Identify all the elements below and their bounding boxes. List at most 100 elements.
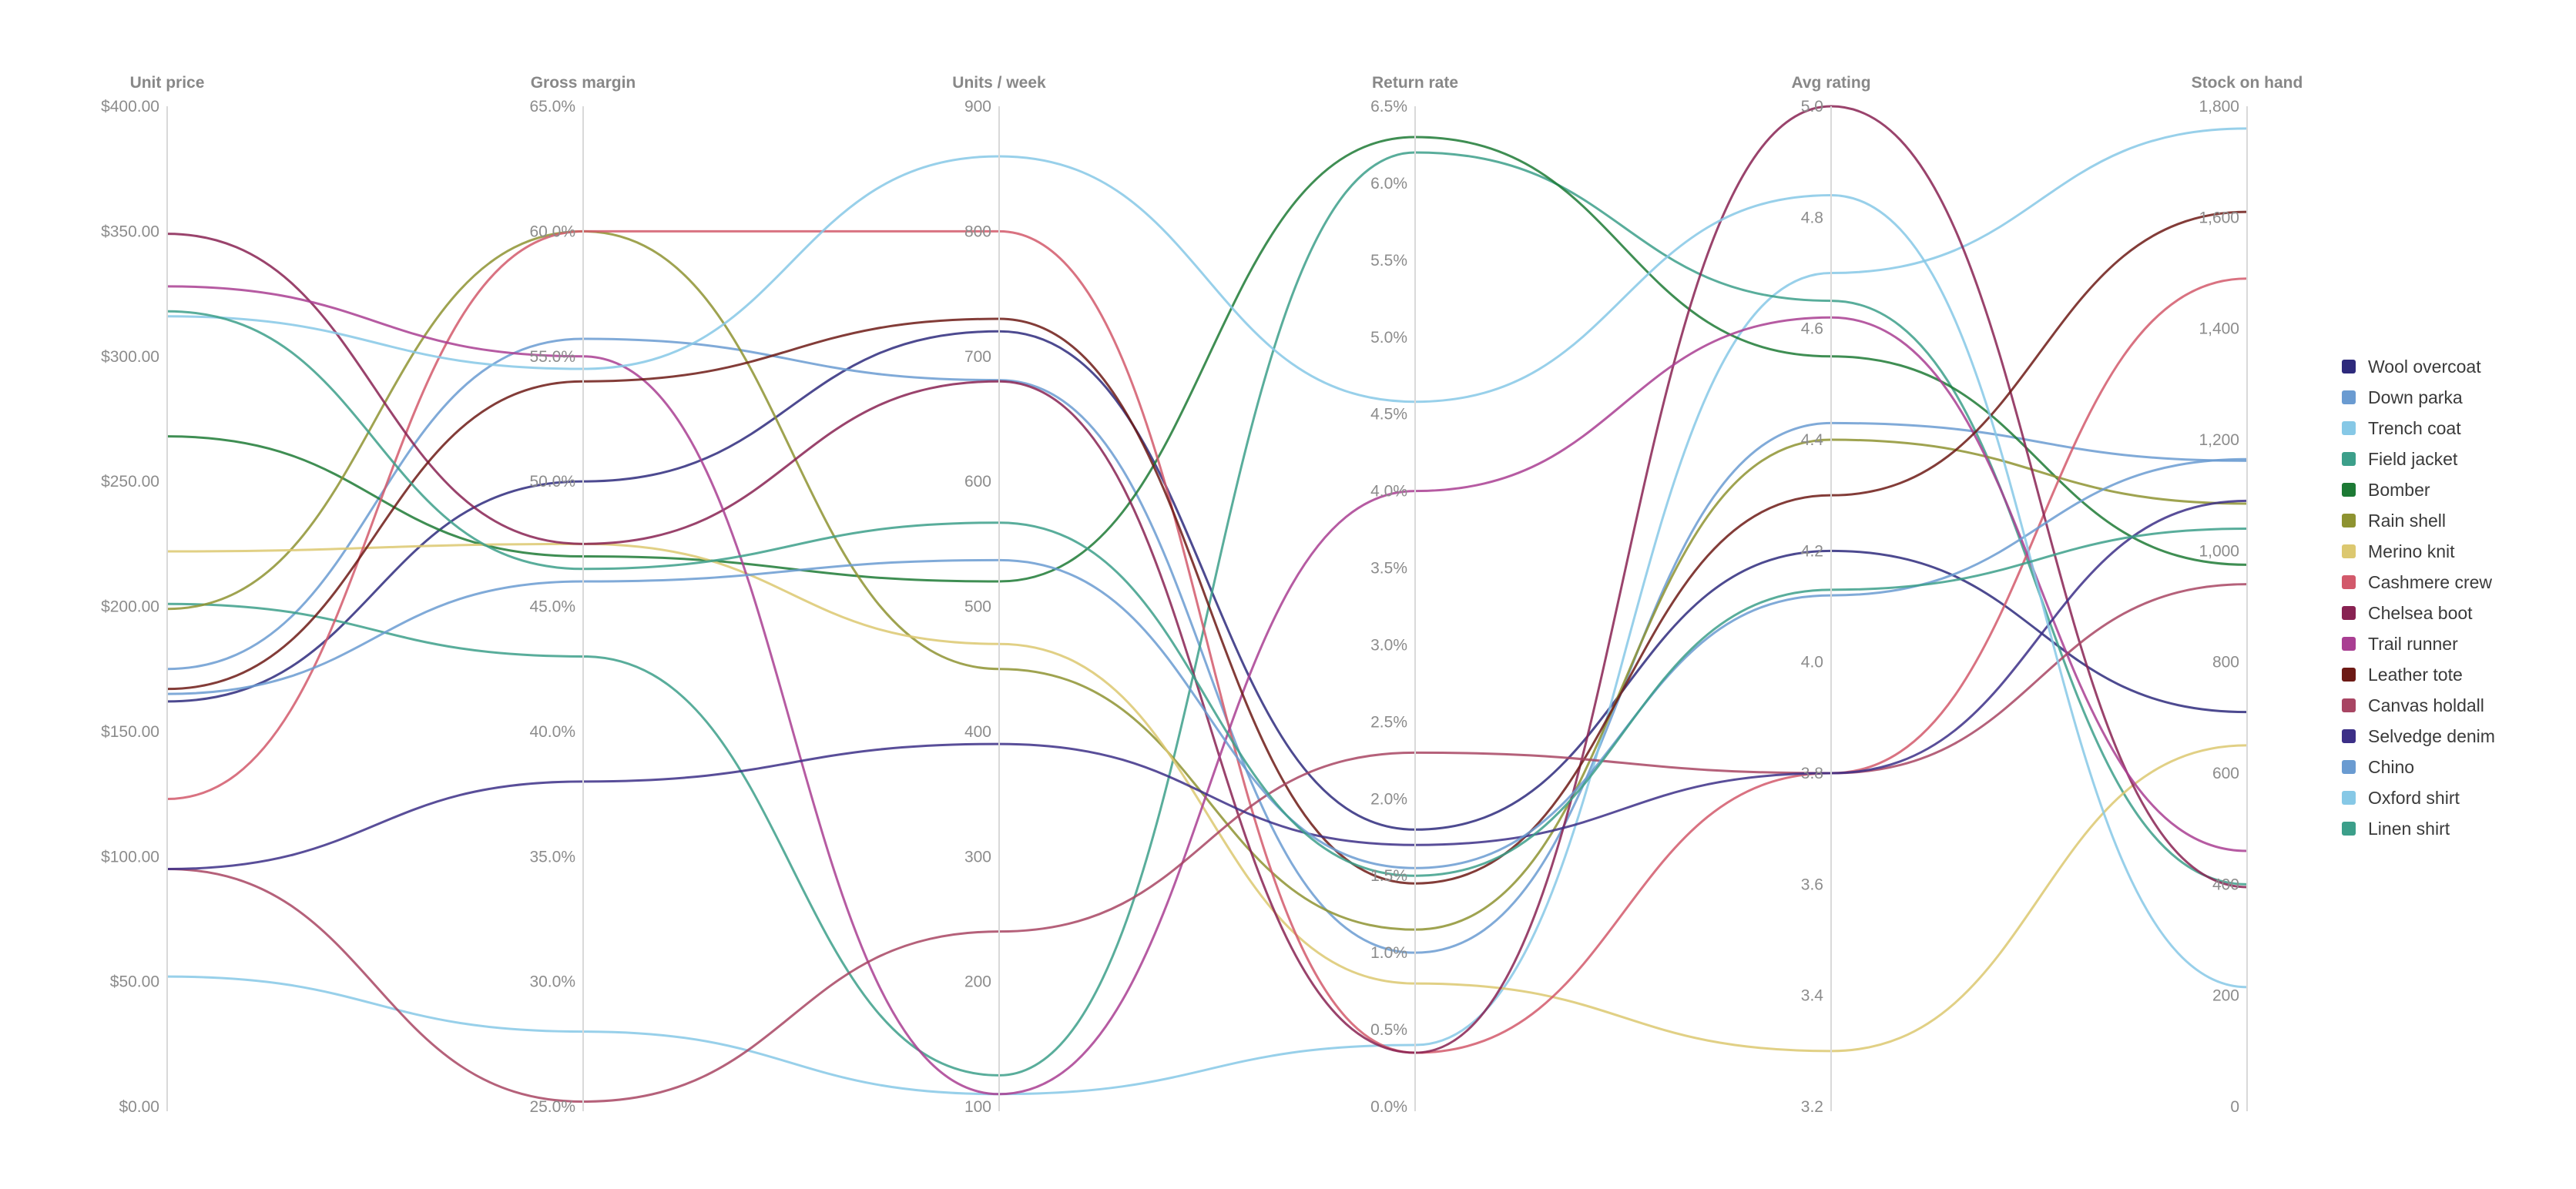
legend-swatch xyxy=(2342,544,2356,558)
legend-item[interactable]: Wool overcoat xyxy=(2342,351,2495,382)
tick-label: 3.6 xyxy=(1801,876,1823,893)
axes: Unit price $0.00 $50.00 $100.00 $150.00 $200.… xyxy=(101,74,2303,1116)
tick-label: 200 xyxy=(964,973,991,991)
series-line-chelsea-boot[interactable] xyxy=(166,105,2248,1054)
tick-label: 3.2 xyxy=(1801,1098,1823,1116)
legend-label: Leather tote xyxy=(2368,664,2463,685)
tick-label: 700 xyxy=(964,348,991,366)
legend-label: Wool overcoat xyxy=(2368,356,2481,377)
tick-label: 55.0% xyxy=(529,348,575,366)
series-line-selvedge-denim[interactable] xyxy=(166,499,2248,870)
tick-label: 400 xyxy=(2212,876,2239,893)
series-line-trail-runner[interactable] xyxy=(166,285,2248,1096)
legend-item[interactable]: Field jacket xyxy=(2342,444,2495,474)
series-line-trench-coat[interactable] xyxy=(166,127,2248,1096)
legend-item[interactable]: Chino xyxy=(2342,752,2495,782)
legend-swatch xyxy=(2342,791,2356,805)
legend-item[interactable]: Trench coat xyxy=(2342,413,2495,444)
series-line-bomber[interactable] xyxy=(166,136,2248,583)
legend-item[interactable]: Selvedge denim xyxy=(2342,721,2495,752)
legend-item[interactable]: Trail runner xyxy=(2342,628,2495,659)
legend-item[interactable]: Merino knit xyxy=(2342,536,2495,567)
legend-swatch xyxy=(2342,575,2356,589)
legend-swatch xyxy=(2342,421,2356,435)
series-line-field-jacket[interactable] xyxy=(166,151,2248,1077)
legend-item[interactable]: Chelsea boot xyxy=(2342,598,2495,628)
tick-label: 0.5% xyxy=(1370,1021,1407,1039)
series-line-cashmere-crew[interactable] xyxy=(166,229,2248,1054)
series-line-leather-tote[interactable] xyxy=(166,210,2248,885)
tick-label: 4.0% xyxy=(1370,483,1407,501)
legend-item[interactable]: Down parka xyxy=(2342,382,2495,413)
tick-label: $300.00 xyxy=(101,348,159,366)
legend-item[interactable]: Leather tote xyxy=(2342,659,2495,690)
legend-item[interactable]: Oxford shirt xyxy=(2342,782,2495,813)
tick-label: 0 xyxy=(2230,1098,2239,1116)
legend-swatch xyxy=(2342,514,2356,528)
legend-swatch xyxy=(2342,822,2356,836)
legend-item[interactable]: Linen shirt xyxy=(2342,813,2495,844)
tick-label: 4.2 xyxy=(1801,542,1823,560)
tick-label: $250.00 xyxy=(101,473,159,491)
tick-label: 3.8 xyxy=(1801,765,1823,782)
tick-label: 800 xyxy=(2212,654,2239,672)
legend-swatch xyxy=(2342,668,2356,682)
legend-label: Linen shirt xyxy=(2368,818,2450,839)
legend-item[interactable]: Rain shell xyxy=(2342,505,2495,536)
legend-swatch xyxy=(2342,729,2356,743)
legend-swatch xyxy=(2342,760,2356,774)
series-line-oxford-shirt[interactable] xyxy=(166,155,2248,989)
series-lines xyxy=(166,105,2248,1104)
tick-label: 3.5% xyxy=(1370,560,1407,578)
tick-label: 4.0 xyxy=(1801,654,1823,672)
legend-label: Canvas holdall xyxy=(2368,695,2484,715)
legend-item[interactable]: Cashmere crew xyxy=(2342,567,2495,598)
tick-label: 45.0% xyxy=(529,598,575,616)
tick-label: 1,800 xyxy=(2199,98,2239,116)
tick-label: 5.0 xyxy=(1801,98,1823,116)
tick-label: 800 xyxy=(964,223,991,240)
legend-swatch xyxy=(2342,390,2356,404)
tick-label: $50.00 xyxy=(110,973,159,991)
tick-label: 1,200 xyxy=(2199,431,2239,449)
tick-label: 5.5% xyxy=(1370,252,1407,270)
tick-label: 200 xyxy=(2212,987,2239,1005)
legend-label: Rain shell xyxy=(2368,510,2446,531)
axis-title: Gross margin xyxy=(531,74,636,92)
legend-label: Bomber xyxy=(2368,479,2430,500)
tick-label: 300 xyxy=(964,848,991,866)
series-line-chino[interactable] xyxy=(166,457,2248,869)
axis-title: Unit price xyxy=(130,74,205,92)
legend-label: Field jacket xyxy=(2368,448,2458,469)
legend-label: Trench coat xyxy=(2368,417,2461,438)
tick-label: $0.00 xyxy=(119,1098,159,1116)
legend-label: Selvedge denim xyxy=(2368,725,2495,746)
tick-label: 25.0% xyxy=(529,1098,575,1116)
legend-swatch xyxy=(2342,606,2356,620)
tick-label: 500 xyxy=(964,598,991,616)
tick-label: 1,400 xyxy=(2199,320,2239,338)
legend-item[interactable]: Bomber xyxy=(2342,474,2495,505)
legend-label: Chelsea boot xyxy=(2368,602,2473,623)
tick-label: 600 xyxy=(964,473,991,491)
axis-title: Stock on hand xyxy=(2192,74,2303,92)
tick-label: 30.0% xyxy=(529,973,575,991)
tick-label: 0.0% xyxy=(1370,1098,1407,1116)
series-line-wool-overcoat[interactable] xyxy=(166,330,2248,831)
series-line-linen-shirt[interactable] xyxy=(166,310,2248,877)
tick-label: 900 xyxy=(964,98,991,116)
legend-label: Oxford shirt xyxy=(2368,787,2460,808)
series-line-canvas-holdall[interactable] xyxy=(166,583,2248,1104)
tick-label: $100.00 xyxy=(101,848,159,866)
tick-label: 6.0% xyxy=(1370,175,1407,193)
tick-label: 1.5% xyxy=(1370,867,1407,885)
legend-label: Chino xyxy=(2368,756,2415,777)
tick-label: $200.00 xyxy=(101,598,159,616)
legend-item[interactable]: Canvas holdall xyxy=(2342,690,2495,721)
tick-label: 4.8 xyxy=(1801,209,1823,226)
tick-label: 6.5% xyxy=(1370,98,1407,116)
tick-label: 4.6 xyxy=(1801,320,1823,338)
axis-title: Return rate xyxy=(1372,74,1458,92)
tick-label: 4.5% xyxy=(1370,406,1407,424)
legend-label: Down parka xyxy=(2368,387,2463,407)
